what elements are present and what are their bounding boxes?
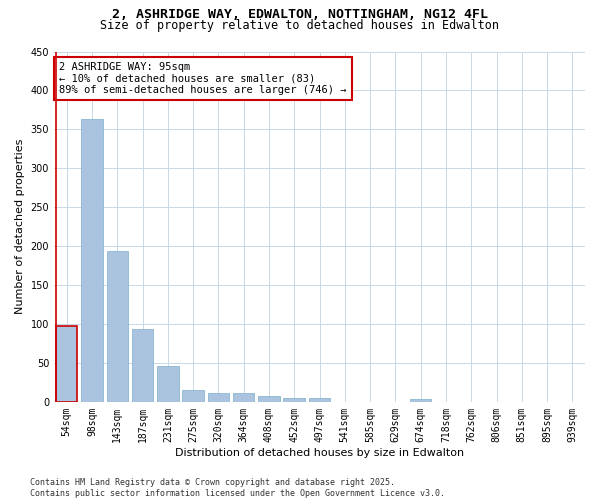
Bar	[283, 398, 305, 402]
Bar	[56, 326, 77, 402]
Bar	[81, 119, 103, 402]
Bar	[410, 398, 431, 402]
Bar	[258, 396, 280, 402]
Text: Size of property relative to detached houses in Edwalton: Size of property relative to detached ho…	[101, 18, 499, 32]
Bar	[132, 330, 153, 402]
Bar	[157, 366, 179, 402]
Bar	[182, 390, 204, 402]
Bar	[309, 398, 330, 402]
Bar	[208, 394, 229, 402]
Y-axis label: Number of detached properties: Number of detached properties	[15, 139, 25, 314]
Text: 2, ASHRIDGE WAY, EDWALTON, NOTTINGHAM, NG12 4FL: 2, ASHRIDGE WAY, EDWALTON, NOTTINGHAM, N…	[112, 8, 488, 20]
X-axis label: Distribution of detached houses by size in Edwalton: Distribution of detached houses by size …	[175, 448, 464, 458]
Bar	[233, 394, 254, 402]
Text: 2 ASHRIDGE WAY: 95sqm
← 10% of detached houses are smaller (83)
89% of semi-deta: 2 ASHRIDGE WAY: 95sqm ← 10% of detached …	[59, 62, 347, 95]
Bar	[107, 251, 128, 402]
Text: Contains HM Land Registry data © Crown copyright and database right 2025.
Contai: Contains HM Land Registry data © Crown c…	[30, 478, 445, 498]
